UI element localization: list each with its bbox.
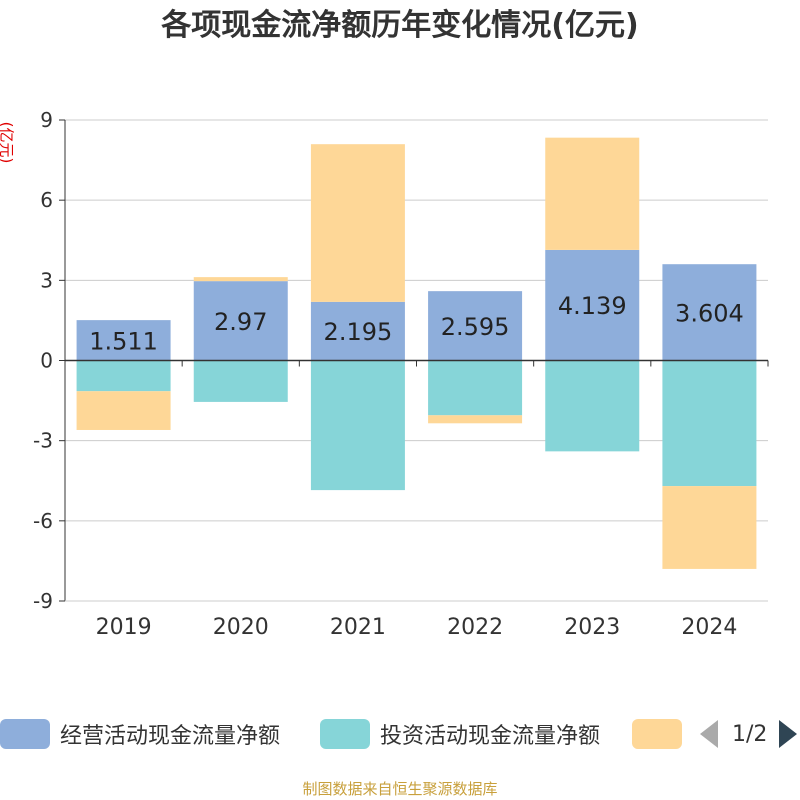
y-tick-label: 3 — [40, 268, 53, 292]
data-source-footer: 制图数据来自恒生聚源数据库 — [302, 780, 498, 798]
bar-third — [545, 137, 640, 250]
bar-investing — [310, 360, 405, 491]
x-tick-label: 2023 — [564, 615, 620, 640]
legend-label-operating: 经营活动现金流量净额 — [60, 724, 281, 749]
x-tick-label: 2019 — [96, 615, 152, 640]
bar-investing — [76, 360, 171, 392]
bar-investing — [193, 360, 288, 402]
bar-operating — [193, 281, 288, 361]
legend-swatch-operating — [0, 719, 50, 749]
bar-third — [193, 277, 288, 282]
bar-investing — [428, 360, 523, 416]
legend-item-third[interactable] — [632, 712, 682, 756]
data-label: 2.195 — [324, 318, 393, 346]
y-tick-label: -3 — [33, 429, 53, 453]
y-tick-label: -6 — [33, 509, 53, 533]
legend-item-investing[interactable]: 投资活动现金流量净额 — [320, 712, 600, 756]
y-tick-label: 9 — [40, 108, 53, 132]
data-label: 1.511 — [89, 327, 158, 355]
x-tick-label: 2022 — [447, 615, 503, 640]
bar-chart: 9 6 3 0 -3 -6 -9 2019 2020 2021 2022 2023 2024 1.511 2… — [33, 108, 769, 640]
legend-swatch-investing — [320, 719, 370, 749]
bar-operating — [76, 320, 171, 361]
legend-swatch-third — [632, 719, 682, 749]
data-label: 4.139 — [558, 292, 627, 320]
bar-operating — [545, 249, 640, 361]
bar-investing — [545, 360, 640, 452]
bar-operating — [428, 291, 523, 361]
x-tick-label: 2024 — [681, 615, 737, 640]
legend-label-investing: 投资活动现金流量净额 — [380, 724, 601, 749]
y-tick-label: 6 — [40, 188, 53, 212]
bar-investing — [662, 360, 757, 487]
legend: 经营活动现金流量净额 投资活动现金流量净额 1/2 — [0, 712, 800, 756]
bar-third — [662, 486, 757, 569]
y-tick-label: 0 — [40, 349, 53, 373]
chart-title: 各项现金流净额历年变化情况(亿元) — [161, 8, 639, 43]
data-label: 2.595 — [441, 313, 510, 341]
bar-operating — [662, 264, 757, 361]
bar-third — [310, 144, 405, 302]
pager-page-indicator: 1/2 — [732, 721, 768, 747]
x-tick-label: 2020 — [213, 615, 269, 640]
bar-operating — [310, 301, 405, 361]
legend-item-operating[interactable]: 经营活动现金流量净额 — [0, 712, 280, 756]
legend-pager: 1/2 — [700, 712, 798, 756]
data-label: 2.97 — [214, 308, 267, 336]
x-tick-label: 2021 — [330, 615, 386, 640]
bar-third — [76, 391, 171, 430]
bar-third — [428, 415, 523, 424]
y-tick-label: -9 — [33, 589, 53, 613]
pager-next-icon[interactable] — [779, 720, 798, 748]
data-label: 3.604 — [675, 299, 744, 327]
pager-prev-icon[interactable] — [700, 720, 718, 748]
